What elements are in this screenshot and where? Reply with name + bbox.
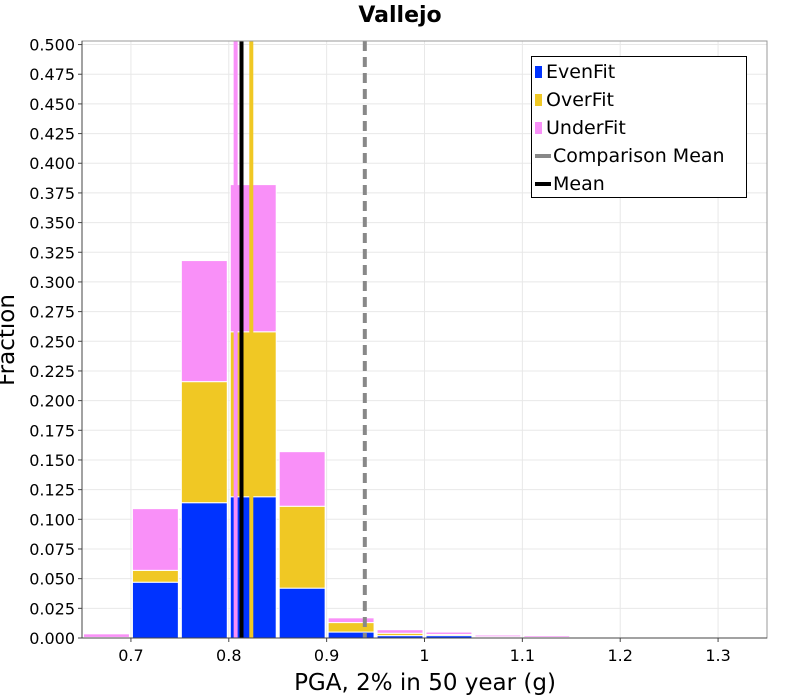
legend-item-underfit: UnderFit xyxy=(532,114,626,142)
bar-underfit-0.875 xyxy=(278,451,326,507)
y-tick-label: 0.025 xyxy=(29,599,75,618)
bar-underfit-0.775 xyxy=(180,260,228,383)
bar-underfit-1.125 xyxy=(523,635,571,638)
y-tick-label: 0.150 xyxy=(29,451,75,470)
y-tick-label: 0.000 xyxy=(29,629,75,648)
legend-label: UnderFit xyxy=(546,117,626,139)
bar-underfit-1.075 xyxy=(474,634,522,638)
bar-evenfit-0.725 xyxy=(131,581,179,639)
y-tick-label: 0.350 xyxy=(29,214,75,233)
y-tick-label: 0.325 xyxy=(29,243,75,262)
axis-ticks: 0.000 0.025 0.050 0.075 0.100 0.125 0.150 0.175… xyxy=(29,36,767,665)
x-tick-label: 1.2 xyxy=(607,646,632,665)
y-tick-label: 0.175 xyxy=(29,421,75,440)
legend-item-overfit: OverFit xyxy=(532,86,614,114)
y-tick-label: 0.300 xyxy=(29,273,75,292)
bar-overfit-0.775 xyxy=(180,381,228,504)
y-axis-label: Fraction xyxy=(0,294,20,386)
x-tick-label: 0.7 xyxy=(118,646,143,665)
x-tick-label: 0.8 xyxy=(216,646,241,665)
y-tick-label: 0.100 xyxy=(29,510,75,529)
bar-underfit-0.675 xyxy=(83,633,130,638)
bar-underfit-0.975 xyxy=(376,629,424,634)
y-tick-label: 0.500 xyxy=(29,36,75,55)
y-tick-label: 0.225 xyxy=(29,362,75,381)
y-tick-label: 0.200 xyxy=(29,392,75,411)
x-tick-label: 1.3 xyxy=(705,646,730,665)
x-tick-label: 1 xyxy=(419,646,429,665)
chart-title: Vallejo xyxy=(358,3,441,28)
legend-swatch-evenfit xyxy=(535,66,542,78)
legend-swatch-overfit xyxy=(535,94,542,106)
y-tick-label: 0.450 xyxy=(29,95,75,114)
y-tick-label: 0.475 xyxy=(29,65,75,84)
y-tick-label: 0.400 xyxy=(29,154,75,173)
bar-underfit-1.025 xyxy=(425,631,473,635)
legend-label: EvenFit xyxy=(546,61,616,83)
reference-lines xyxy=(233,41,367,638)
legend: EvenFit OverFit UnderFit Comparison Mean… xyxy=(531,56,747,198)
x-tick-label: 0.9 xyxy=(314,646,339,665)
y-tick-label: 0.050 xyxy=(29,570,75,589)
bar-overfit-0.875 xyxy=(278,505,326,589)
legend-line-comparison-mean xyxy=(535,154,551,158)
legend-item-evenfit: EvenFit xyxy=(532,58,615,86)
legend-line-mean xyxy=(535,182,551,186)
bar-evenfit-0.875 xyxy=(278,587,326,639)
y-tick-label: 0.425 xyxy=(29,125,75,144)
bar-overfit-0.725 xyxy=(131,569,179,583)
x-tick-label: 1.1 xyxy=(510,646,535,665)
bar-overfit-0.925 xyxy=(327,622,375,633)
bar-evenfit-0.925 xyxy=(327,631,375,639)
legend-swatch-underfit xyxy=(535,122,542,134)
bar-underfit-0.925 xyxy=(327,617,375,624)
y-tick-label: 0.250 xyxy=(29,332,75,351)
y-tick-label: 0.125 xyxy=(29,481,75,500)
legend-item-mean: Mean xyxy=(532,170,605,198)
x-axis-label: PGA, 2% in 50 year (g) xyxy=(294,670,556,696)
legend-label: Mean xyxy=(553,173,605,195)
y-tick-label: 0.075 xyxy=(29,540,75,559)
legend-label: OverFit xyxy=(546,89,614,111)
legend-item-comparison-mean: Comparison Mean xyxy=(532,142,725,170)
bar-underfit-0.725 xyxy=(131,508,179,571)
bar-evenfit-0.775 xyxy=(180,502,228,639)
y-tick-label: 0.275 xyxy=(29,303,75,322)
legend-label: Comparison Mean xyxy=(553,145,725,167)
y-tick-label: 0.375 xyxy=(29,184,75,203)
